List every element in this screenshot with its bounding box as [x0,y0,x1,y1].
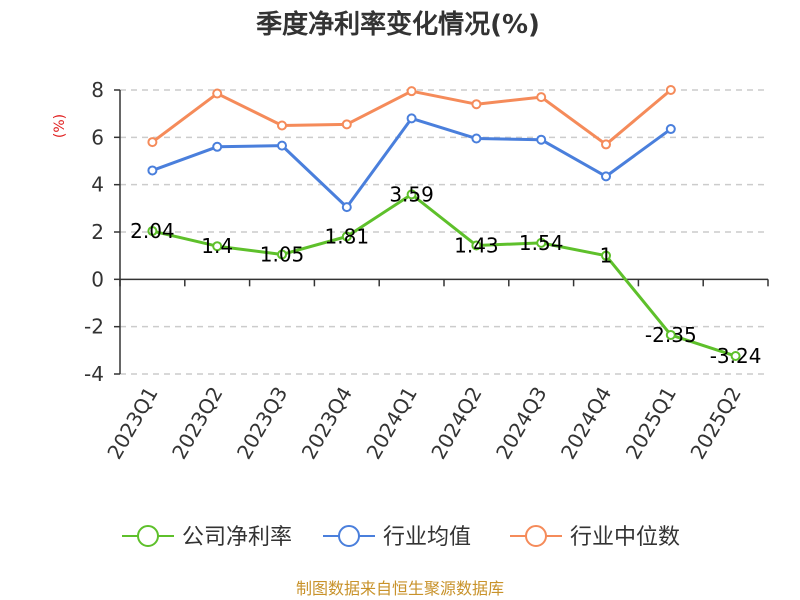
data-point [212,88,223,99]
data-point [471,133,482,144]
data-point [277,249,287,260]
data-point [601,139,611,150]
legend-label: 公司净利率 [182,525,292,550]
legend-label: 行业中位数 [570,525,680,550]
data-point [536,237,547,248]
data-label: 1.43 [454,233,499,257]
x-tick-label: 2023Q2 [167,383,227,464]
data-point [212,141,223,152]
series-line [147,113,676,213]
y-tick-label: 8 [91,78,104,102]
data-point [147,165,158,176]
y-tick-label: 6 [91,125,104,149]
data-label: 1.54 [519,231,564,255]
chart-title: 季度净利率变化情况(%) [256,9,540,40]
y-axis-label: (%) [52,114,68,138]
y-tick-label: 2 [91,220,104,244]
x-tick-label: 2023Q1 [102,383,162,464]
data-point [601,250,611,261]
data-point [341,231,352,242]
data-label: 2.04 [130,219,175,243]
data-point [665,329,676,340]
legend-marker [137,525,159,547]
x-tick-label: 2025Q2 [685,383,745,464]
data-point [277,120,287,131]
data-point [406,86,417,97]
legend-label: 行业均值 [383,525,471,550]
y-tick-label: -4 [84,362,104,386]
data-point [601,171,611,182]
source-note: 制图数据来自恒生聚源数据库 [296,579,504,598]
series-line [147,85,676,150]
data-label: 1.4 [201,234,233,258]
data-label: 1.81 [325,224,370,248]
y-tick-label: 0 [91,267,104,291]
x-tick-label: 2023Q3 [232,383,292,464]
data-point [406,189,417,200]
data-label: 1 [600,244,613,268]
y-ticks: -4 -2 0 2 4 6 8 [84,78,120,386]
x-tick-label: 2023Q4 [297,383,357,464]
data-point [536,92,547,103]
data-point [147,226,158,237]
series-path [152,192,737,358]
data-point [212,241,223,252]
x-ticks: 2023Q1 2023Q2 2023Q3 2023Q4 2024Q1 2024Q2 2024… [102,279,769,464]
x-tick-label: 2024Q2 [426,383,486,464]
legend-marker [338,525,360,547]
series-group [147,85,741,362]
data-labels: 2.04 1.4 1.05 1.81 3.59 1.43 1.54 1 -2.35 -3.24 [130,182,761,368]
x-tick-label: 2024Q3 [491,383,551,464]
data-label: 3.59 [389,182,434,206]
data-label: 1.05 [260,242,305,266]
data-point [665,85,676,95]
data-point [406,113,417,124]
x-tick-label: 2025Q1 [621,383,681,464]
legend-item[interactable]: 行业均值 [323,525,471,550]
data-point [471,99,482,110]
data-point [730,351,741,362]
data-point [341,202,352,213]
data-point [471,240,482,251]
legend-item[interactable]: 公司净利率 [122,525,292,550]
data-point [147,137,158,148]
data-point [665,124,676,135]
x-tick-label: 2024Q1 [361,383,421,464]
y-tick-label: 4 [91,173,104,197]
legend-marker [525,525,547,547]
data-point [341,119,352,130]
x-tick-label: 2024Q4 [556,383,616,464]
legend[interactable]: 公司净利率 行业均值 行业中位数 [122,525,680,550]
data-point [536,134,547,145]
data-label: -3.24 [710,344,762,368]
data-label: -2.35 [645,323,697,347]
series-line [147,189,741,362]
data-point [277,140,287,151]
legend-item[interactable]: 行业中位数 [510,525,680,550]
y-tick-label: -2 [84,315,104,339]
